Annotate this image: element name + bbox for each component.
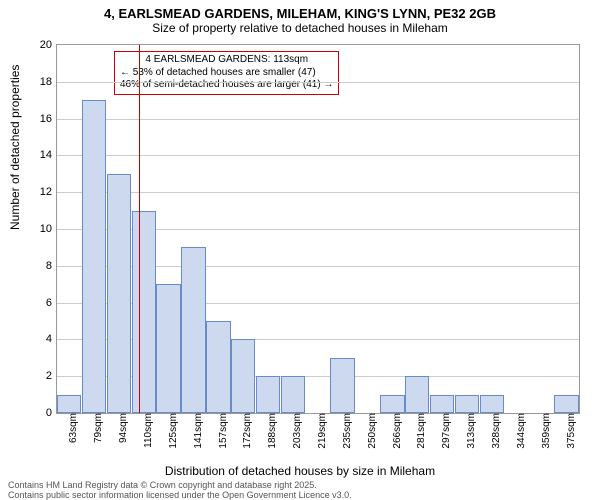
x-tick: 125sqm [165,413,179,449]
title-main: 4, EARLSMEAD GARDENS, MILEHAM, KING'S LY… [0,0,600,21]
histogram-bar [132,211,156,413]
histogram-bar [554,395,578,413]
histogram-bar [57,395,81,413]
x-tick: 219sqm [314,413,328,449]
gridline [57,192,579,193]
y-tick: 6 [46,297,57,309]
gridline [57,119,579,120]
x-tick: 157sqm [215,413,229,449]
histogram-bar [455,395,479,413]
x-tick: 359sqm [538,413,552,449]
y-tick: 14 [40,149,57,161]
histogram-bar [156,284,180,413]
chart-container: 4, EARLSMEAD GARDENS, MILEHAM, KING'S LY… [0,0,600,500]
histogram-bar [181,247,205,413]
y-tick: 10 [40,223,57,235]
gridline [57,155,579,156]
plot-area: 4 EARLSMEAD GARDENS: 113sqm ← 53% of det… [56,44,580,414]
x-tick: 203sqm [289,413,303,449]
histogram-bar [206,321,230,413]
histogram-bar [380,395,404,413]
annotation-line-2: ← 53% of detached houses are smaller (47… [120,67,333,80]
annotation-line-1: 4 EARLSMEAD GARDENS: 113sqm [120,54,333,67]
gridline [57,82,579,83]
x-tick: 63sqm [65,413,79,443]
histogram-bar [430,395,454,413]
x-tick: 94sqm [115,413,129,443]
histogram-bar [256,376,280,413]
marker-line [139,45,140,413]
histogram-bar [330,358,354,413]
x-tick: 313sqm [463,413,477,449]
x-tick: 235sqm [339,413,353,449]
histogram-bar [480,395,504,413]
histogram-bar [82,100,106,413]
footer-line-2: Contains public sector information licen… [8,490,352,500]
y-axis-label: Number of detached properties [8,65,22,230]
x-tick: 281sqm [413,413,427,449]
histogram-bar [231,339,255,413]
y-tick: 4 [46,333,57,345]
x-axis-label: Distribution of detached houses by size … [0,464,600,478]
y-tick: 16 [40,113,57,125]
x-tick: 188sqm [264,413,278,449]
x-tick: 110sqm [140,413,154,448]
y-tick: 12 [40,186,57,198]
y-tick: 2 [46,370,57,382]
histogram-bar [405,376,429,413]
x-tick: 344sqm [513,413,527,449]
annotation-box: 4 EARLSMEAD GARDENS: 113sqm ← 53% of det… [114,51,339,95]
y-tick: 18 [40,76,57,88]
x-tick: 79sqm [90,413,104,443]
y-tick: 20 [40,39,57,51]
y-tick: 0 [46,407,57,419]
x-tick: 172sqm [239,413,253,449]
x-tick: 266sqm [389,413,403,449]
x-tick: 375sqm [563,413,577,449]
x-tick: 297sqm [438,413,452,449]
footer-line-1: Contains HM Land Registry data © Crown c… [8,480,317,490]
x-tick: 250sqm [364,413,378,449]
x-tick: 141sqm [190,413,204,449]
histogram-bar [107,174,131,413]
histogram-bar [281,376,305,413]
x-tick: 328sqm [488,413,502,449]
y-tick: 8 [46,260,57,272]
title-sub: Size of property relative to detached ho… [0,21,600,39]
